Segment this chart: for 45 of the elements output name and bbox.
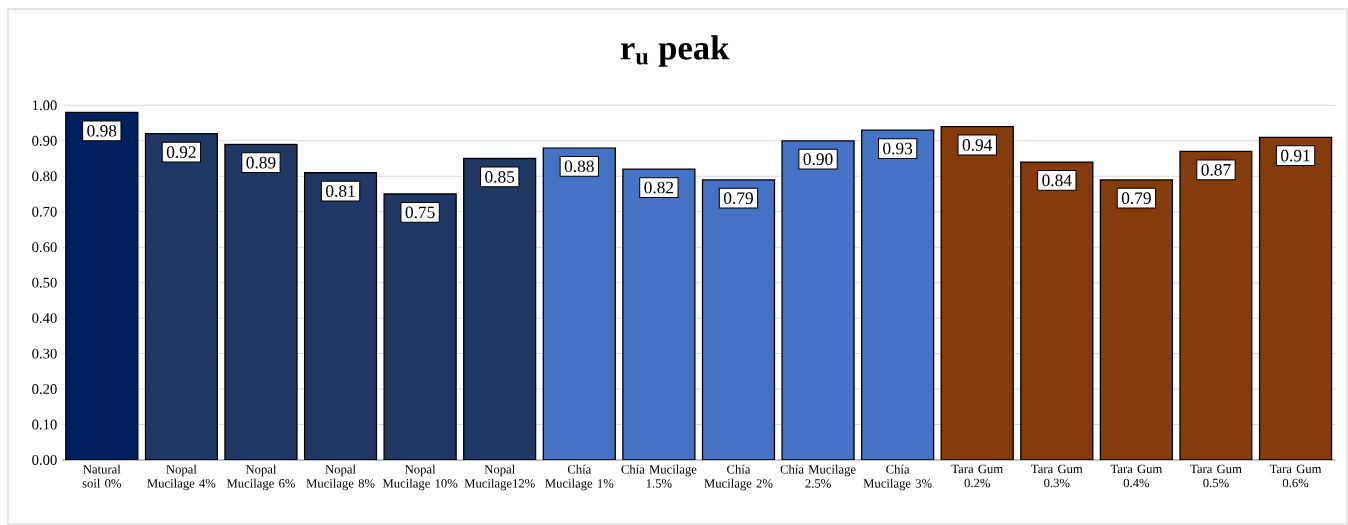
y-tick-label: 0.90 (32, 135, 57, 146)
y-tick-label: 0.00 (32, 455, 57, 465)
x-tick-label: Nopal Mucilage 6% (226, 464, 296, 491)
data-label: 0.94 (962, 139, 993, 151)
data-label: 0.87 (1201, 163, 1231, 176)
data-label: 0.90 (803, 153, 833, 166)
y-tick-label: 0.20 (32, 384, 57, 395)
data-label: 0.79 (723, 192, 753, 205)
y-tick-label: 0.80 (32, 171, 57, 182)
bar (144, 133, 219, 460)
x-tick-label: Tara Gum 0.5% (1190, 464, 1242, 488)
y-tick-label: 0.30 (32, 348, 57, 359)
x-tick-label: Tara Gum 0.6% (1269, 464, 1322, 488)
chart-title: r$_{u}$ peak (620, 35, 730, 67)
data-label: 0.91 (1281, 149, 1310, 162)
data-label: 0.98 (87, 124, 117, 137)
x-tick-label: Nopal Mucilage 4% (147, 464, 216, 491)
x-tick-label: Chía Mucilage 1% (545, 464, 614, 491)
x-tick-label: Nopal Mucilage 10% (382, 464, 458, 491)
y-tick-label: 1.00 (32, 100, 57, 111)
x-tick-label: Nopal Mucilage12% (464, 464, 535, 491)
y-tick-label: 0.70 (32, 206, 57, 217)
x-tick-label: Chía Mucilage 3% (863, 464, 932, 491)
x-tick-label: Tara Gum 0.3% (1031, 464, 1083, 488)
x-tick-label: Chía Mucilage 1.5% (621, 464, 697, 488)
data-label: 0.81 (326, 185, 355, 197)
x-tick-label: Tara Gum 0.4% (1110, 464, 1163, 488)
data-label: 0.79 (1121, 192, 1151, 205)
y-tick-label: 0.60 (32, 242, 57, 253)
data-label: 0.82 (644, 181, 674, 194)
y-tick-label: 0.10 (32, 419, 57, 430)
data-label: 0.93 (883, 142, 913, 155)
y-tick-label: 0.50 (32, 277, 57, 288)
data-label: 0.84 (1042, 174, 1072, 187)
data-label: 0.85 (485, 171, 515, 183)
y-tick-label: 0.40 (32, 313, 57, 324)
x-tick-label: Nopal Mucilage 8% (306, 464, 375, 491)
data-label: 0.89 (246, 156, 276, 169)
x-tick-label: Tara Gum 0.2% (951, 464, 1003, 488)
x-tick-label: Natural soil 0% (82, 464, 122, 488)
data-label: 0.75 (405, 206, 435, 219)
x-tick-label: Chía Mucilage 2% (704, 464, 773, 491)
x-tick-label: Chía Mucilage 2.5% (780, 464, 856, 488)
data-label: 0.88 (564, 160, 594, 173)
data-label: 0.92 (166, 146, 196, 158)
